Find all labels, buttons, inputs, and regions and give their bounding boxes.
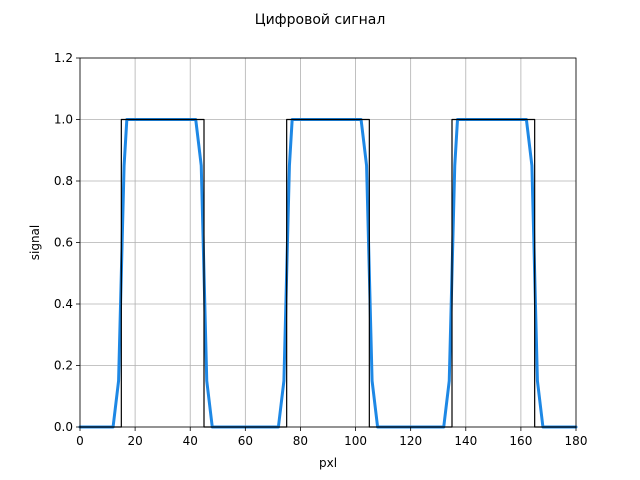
y-tick-label-1: 0.2 [54,359,73,373]
ticks: 0 20 40 60 80 100 120 140 160 180 0.0 0.2 0.4 0.6 0.8 1… [54,51,588,448]
x-tick-label-9: 180 [565,434,588,448]
x-axis-label: pxl [319,456,337,470]
y-tick-label-5: 1.0 [54,113,73,127]
x-tick-label-4: 80 [293,434,308,448]
x-tick-label-8: 160 [509,434,532,448]
y-tick-label-2: 0.4 [54,297,73,311]
x-tick-label-5: 100 [344,434,367,448]
x-tick-label-6: 120 [399,434,422,448]
x-tick-label-0: 0 [76,434,84,448]
series-layer [78,118,578,429]
x-tick-label-3: 60 [238,434,253,448]
x-tick-label-2: 40 [183,434,198,448]
y-tick-label-0: 0.0 [54,420,73,434]
y-tick-label-6: 1.2 [54,51,73,65]
series-step-signal-line [79,118,577,428]
x-tick-label-1: 20 [127,434,142,448]
x-tick-label-7: 140 [454,434,477,448]
chart-title: Цифровой сигнал [255,12,386,28]
y-tick-label-4: 0.8 [54,174,73,188]
y-axis-label: signal [28,225,42,261]
y-tick-label-3: 0.6 [54,236,73,250]
